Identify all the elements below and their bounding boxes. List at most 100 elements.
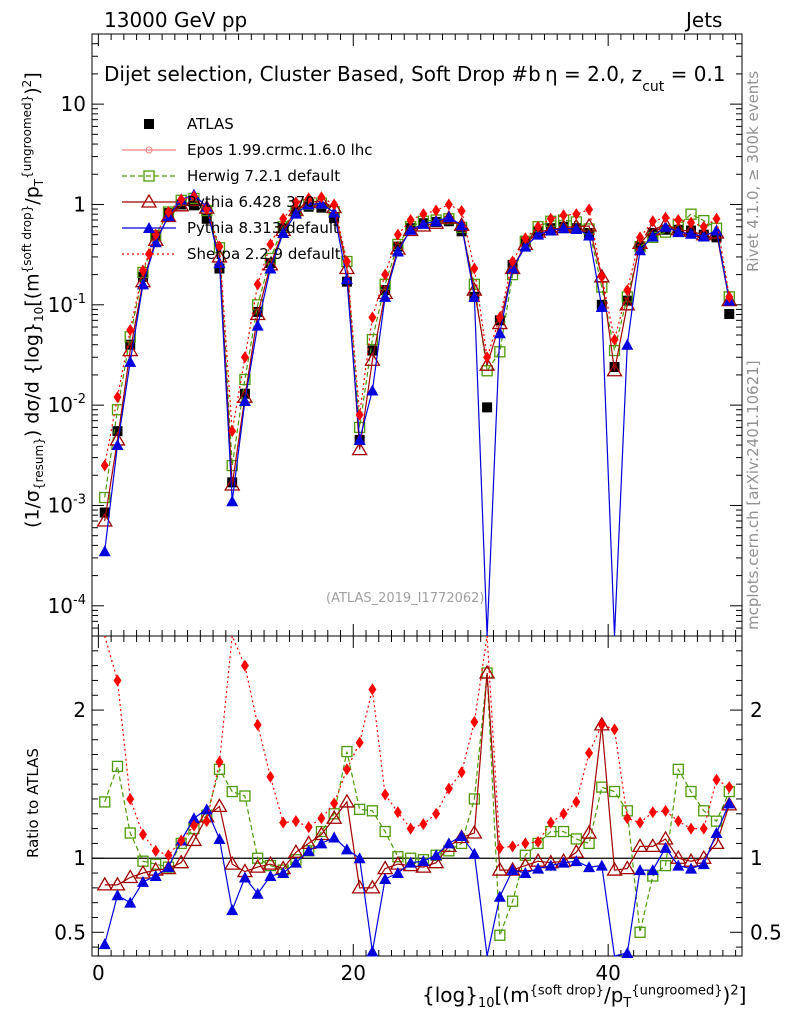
main-y-tick-label: 1 (73, 192, 86, 216)
ratio-y-tick-label: 0.5 (54, 920, 86, 944)
legend-label-epos: Epos 1.99.crmc.1.6.0 lhc (187, 141, 373, 159)
pythia8-point (251, 887, 264, 899)
legend-label-sherpa: Sherpa 2.2.9 default (187, 245, 341, 263)
series-line (104, 672, 730, 889)
herwig-point (634, 926, 646, 938)
sherpa-point (342, 763, 351, 776)
pythia6-point (580, 824, 598, 839)
pythia6-point (109, 876, 126, 891)
sherpa-point (189, 190, 198, 203)
pythia6-point (211, 798, 228, 813)
sherpa-point (597, 718, 606, 731)
pythia8-point (583, 229, 596, 241)
sherpa-point (432, 807, 441, 820)
pythia6-point (644, 838, 661, 853)
sherpa-point (610, 333, 619, 346)
plot-title-params: η = 2.0, zcut = 0.1 (545, 62, 726, 95)
sherpa-point (546, 212, 555, 225)
pythia8-point (213, 257, 226, 269)
main-series-sherpa-2-2-9-default (100, 190, 734, 472)
pythia6-point (249, 858, 266, 873)
pythia6-point (173, 854, 190, 869)
sherpa-point (177, 193, 186, 206)
pythia8-point (366, 384, 379, 396)
pythia8-point (621, 338, 634, 350)
plot-title-zcut-sub: cut (642, 79, 665, 95)
pythia6-point (140, 193, 158, 208)
sherpa-point (521, 837, 530, 850)
sherpa-point (444, 782, 453, 795)
herwig-point (519, 849, 531, 861)
main-y-tick-label: 10-4 (48, 593, 86, 618)
main-plot-series (96, 188, 738, 637)
ratio-series-sherpa-2-2-9-default (104, 633, 734, 862)
sherpa-point (712, 773, 721, 786)
sherpa-point (177, 834, 186, 847)
pythia6-point (224, 855, 241, 870)
pythia8-point (442, 837, 455, 849)
herwig-point (494, 346, 506, 358)
sherpa-point (202, 815, 211, 828)
herwig-point (685, 785, 697, 798)
legend-label-herwig: Herwig 7.2.1 default (187, 167, 341, 185)
pythia8-point (430, 849, 443, 861)
sherpa-point (279, 212, 288, 225)
sherpa-point (572, 208, 581, 221)
herwig-point (143, 170, 155, 182)
sherpa-point (495, 841, 504, 854)
pythia8-point (557, 856, 570, 868)
epos-point (145, 146, 153, 154)
sherpa-point (291, 196, 300, 209)
sherpa-point (330, 198, 339, 211)
main-y-axis-label: (1/σ{resum}) dσ/d {log}10[(m{soft drop}/… (20, 72, 47, 528)
herwig-point (379, 825, 391, 838)
herwig-point (353, 803, 366, 815)
pythia8-point (226, 904, 239, 916)
sherpa-point (304, 192, 313, 205)
sherpa-point (279, 816, 288, 829)
pythia8-point (149, 870, 162, 881)
sherpa-point (508, 840, 517, 853)
pythia8-point (391, 245, 404, 257)
pythia8-point (595, 859, 608, 871)
sherpa-point (381, 788, 390, 801)
pythia8-point (417, 217, 430, 229)
atlas-data-point (622, 295, 633, 306)
sherpa-point (291, 815, 300, 828)
sherpa-point (189, 819, 198, 832)
sherpa-point (699, 220, 708, 233)
sherpa-point (495, 311, 504, 324)
pythia8-point (519, 867, 532, 879)
atlas-data-point (456, 226, 467, 237)
sherpa-point (253, 718, 262, 731)
pythia6-point (122, 342, 139, 357)
pythia8-point (672, 226, 685, 238)
sherpa-point (406, 822, 415, 835)
main-y-tick-label: 10-1 (48, 292, 86, 317)
sherpa-point (521, 232, 530, 245)
pythia8-point (143, 222, 155, 233)
herwig-point (570, 833, 582, 845)
herwig-point (150, 858, 162, 870)
series-line (104, 633, 730, 857)
pythia6-point (491, 861, 508, 876)
atlas-data-point (99, 507, 110, 518)
sherpa-point (636, 231, 645, 244)
pythia8-point (124, 896, 137, 908)
pythia6-point (466, 824, 483, 839)
herwig-point (494, 929, 506, 941)
pythia8-point (136, 278, 149, 290)
sherpa-point (636, 816, 645, 829)
main-y-tick-label: 10-2 (48, 392, 86, 417)
pythia8-point (634, 244, 647, 256)
pythia8-point (442, 210, 455, 222)
pythia8-point (213, 832, 226, 844)
sherpa-point (113, 674, 122, 687)
pythia8-point (493, 327, 506, 339)
herwig-point (392, 851, 404, 863)
atlas-data-point (144, 119, 154, 129)
sherpa-point (138, 828, 147, 841)
pythia8-point (200, 803, 213, 815)
pythia8-point (340, 843, 353, 855)
herwig-point (468, 793, 481, 805)
